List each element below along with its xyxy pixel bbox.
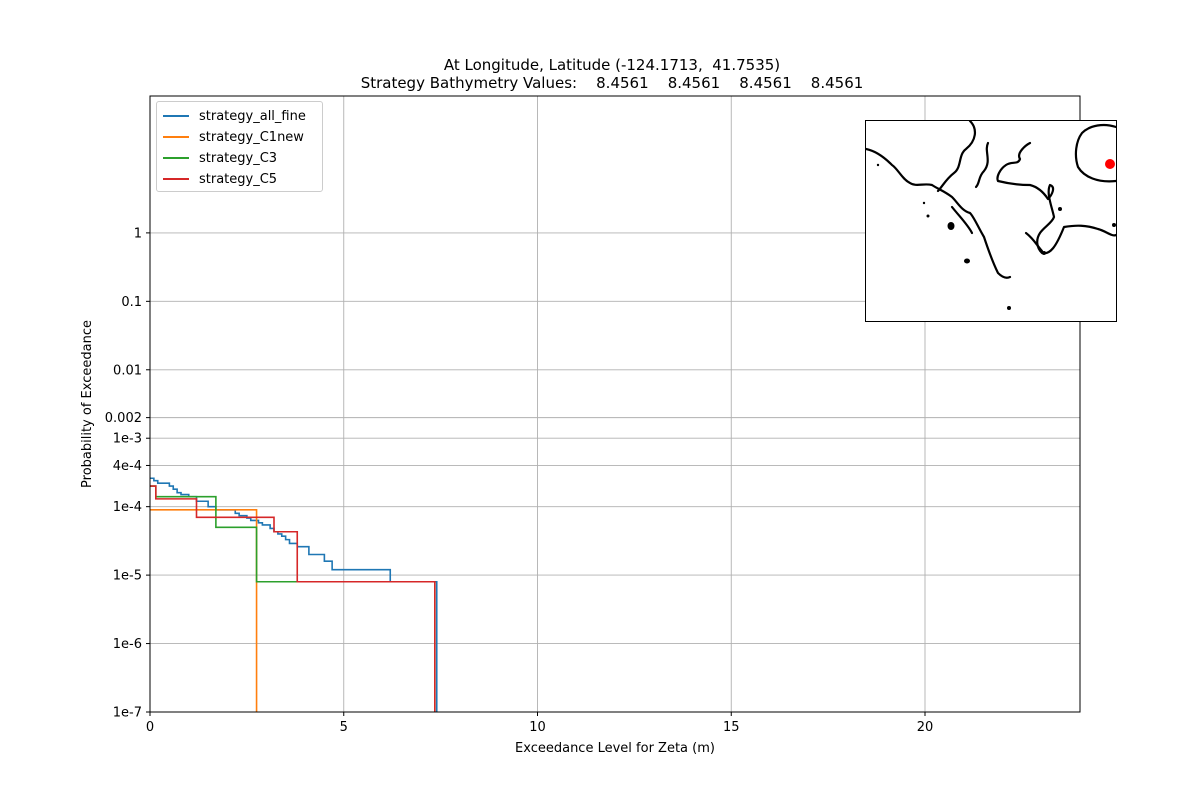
- legend-label: strategy_C1new: [199, 129, 304, 145]
- legend-item-strategy-c1new: strategy_C1new: [163, 127, 304, 147]
- y-tick-label: 1e-5: [113, 569, 142, 584]
- x-tick-label: 20: [917, 720, 934, 735]
- coastline-map: [866, 121, 1116, 310]
- coastline-north: [936, 121, 976, 193]
- x-axis-label: Exceedance Level for Zeta (m): [515, 741, 715, 756]
- x-tick-label: 15: [723, 720, 740, 735]
- x-tick-label: 0: [146, 720, 154, 735]
- series-line-strategy-c1new: [150, 509, 258, 712]
- legend: strategy_all_fine strategy_C1new strateg…: [156, 101, 323, 192]
- legend-item-strategy-c5: strategy_C5: [163, 169, 277, 189]
- legend-label: strategy_all_fine: [199, 108, 306, 124]
- y-tick-label: 0.002: [105, 411, 142, 426]
- series-line-strategy-c3: [150, 485, 436, 712]
- chart-title-line-1: At Longitude, Latitude (-124.1713, 41.75…: [443, 56, 781, 74]
- legend-label: strategy_C5: [199, 171, 278, 187]
- coastline-east-lake: [1074, 123, 1116, 183]
- y-tick-label: 1e-4: [113, 500, 142, 515]
- coastline-spit: [1024, 231, 1044, 253]
- y-tick-label: 4e-4: [113, 459, 142, 474]
- legend-swatch-strategy-c1new: [163, 136, 189, 138]
- y-tick-label: 0.1: [121, 295, 142, 310]
- y-tick-label: 1e-7: [113, 706, 142, 721]
- legend-item-strategy-c3: strategy_C3: [163, 148, 277, 168]
- inset-location-map: [865, 120, 1117, 322]
- x-tick-label: 5: [340, 720, 348, 735]
- legend-swatch-strategy-c5: [163, 178, 189, 180]
- legend-label: strategy_C3: [199, 150, 278, 166]
- coastline-river: [950, 205, 974, 235]
- series-line-strategy-all-fine: [150, 477, 438, 712]
- y-tick-label: 1: [134, 226, 142, 241]
- y-tick-label: 1e-3: [113, 432, 142, 447]
- plot-frame: [149, 95, 1081, 713]
- coastline-central: [996, 141, 1116, 255]
- coastline-west: [866, 147, 1012, 279]
- series-line-strategy-c5: [150, 485, 436, 712]
- y-tick-label: 1e-6: [113, 637, 142, 652]
- legend-item-strategy-all-fine: strategy_all_fine: [163, 106, 306, 126]
- y-axis-label: Probability of Exceedance: [80, 320, 95, 488]
- legend-swatch-strategy-all-fine: [163, 115, 189, 117]
- coastline-inlet: [974, 141, 990, 189]
- islands: [876, 163, 1116, 310]
- y-tick-label: 0.01: [113, 363, 142, 378]
- location-marker: [1105, 159, 1115, 169]
- legend-swatch-strategy-c3: [163, 157, 189, 159]
- x-tick-label: 10: [529, 720, 546, 735]
- chart-title-line-2: Strategy Bathymetry Values: 8.4561 8.456…: [360, 74, 864, 92]
